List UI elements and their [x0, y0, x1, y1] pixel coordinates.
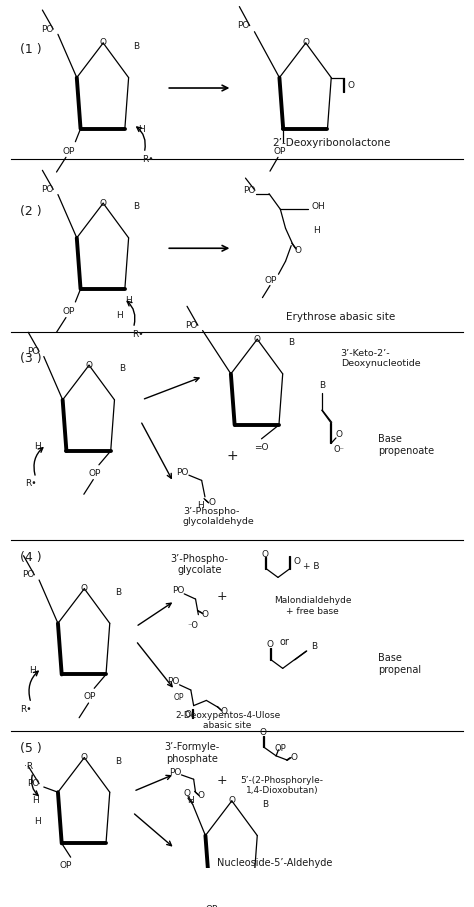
Text: 2’-Deoxyribonolactone: 2’-Deoxyribonolactone	[272, 139, 391, 149]
Text: R•: R•	[142, 154, 153, 163]
Text: PO: PO	[27, 779, 39, 788]
Text: 3’-Formyle-
phosphate: 3’-Formyle- phosphate	[164, 743, 220, 764]
Text: O: O	[100, 199, 107, 208]
Text: Base
propenoate: Base propenoate	[378, 434, 435, 455]
Text: O: O	[262, 550, 269, 559]
Text: PO: PO	[176, 468, 189, 477]
Text: H: H	[34, 442, 41, 451]
Text: O: O	[228, 796, 235, 805]
Text: (3 ): (3 )	[20, 352, 42, 365]
Text: OP: OP	[275, 745, 287, 754]
Text: H: H	[29, 666, 36, 675]
Text: PO: PO	[41, 185, 53, 194]
Text: PO: PO	[27, 346, 39, 356]
Text: Erythrose abasic site: Erythrose abasic site	[286, 312, 395, 322]
Text: 3’-Phospho-
glycolaldehyde: 3’-Phospho- glycolaldehyde	[183, 507, 255, 526]
Text: O: O	[81, 584, 88, 593]
Text: PO: PO	[244, 186, 256, 195]
Text: B: B	[134, 202, 140, 211]
Text: B: B	[262, 800, 268, 809]
Text: H: H	[313, 227, 319, 236]
Text: OP: OP	[88, 469, 100, 478]
Text: O: O	[293, 557, 301, 566]
Text: Base
propenal: Base propenal	[378, 653, 421, 675]
Text: B: B	[319, 382, 325, 391]
Text: B: B	[288, 338, 294, 347]
Text: H: H	[116, 311, 123, 320]
Text: OP: OP	[174, 693, 184, 702]
Text: ·R: ·R	[24, 762, 33, 771]
Text: R•: R•	[132, 330, 144, 339]
Text: O: O	[209, 498, 216, 506]
Text: O: O	[81, 753, 88, 762]
Text: B: B	[119, 364, 126, 373]
Text: OP: OP	[63, 147, 75, 156]
Text: PO: PO	[22, 571, 35, 580]
Text: OP: OP	[60, 862, 72, 871]
Text: O: O	[201, 610, 209, 619]
Text: 3’-Phospho-
glycolate: 3’-Phospho- glycolate	[170, 553, 228, 575]
Text: PO: PO	[41, 24, 53, 34]
Text: O: O	[254, 335, 261, 344]
Text: O: O	[290, 753, 297, 762]
Text: O: O	[197, 791, 204, 800]
Text: O: O	[347, 81, 355, 90]
Text: H: H	[138, 125, 145, 134]
Text: H: H	[125, 296, 132, 305]
Text: O⁻: O⁻	[333, 444, 344, 454]
Text: H: H	[32, 795, 39, 805]
Text: + B: + B	[303, 561, 319, 571]
Text: 3’-Keto-2’-
Deoxynucleotide: 3’-Keto-2’- Deoxynucleotide	[341, 348, 420, 368]
Text: PO: PO	[167, 677, 180, 686]
Text: B: B	[311, 642, 317, 651]
Text: R•: R•	[25, 480, 37, 488]
Text: +: +	[217, 775, 227, 787]
Text: O: O	[100, 38, 107, 47]
Text: O: O	[183, 789, 190, 798]
Text: or: or	[279, 638, 289, 648]
Text: OP: OP	[273, 147, 286, 156]
Text: 5’-(2-Phosphoryle-
1,4-Dioxobutan): 5’-(2-Phosphoryle- 1,4-Dioxobutan)	[240, 775, 323, 795]
Text: B: B	[134, 42, 140, 51]
Text: O: O	[184, 710, 191, 718]
Text: =O: =O	[254, 443, 269, 452]
Text: PO: PO	[169, 768, 182, 776]
Text: O: O	[85, 361, 92, 370]
Text: O: O	[259, 728, 266, 737]
Text: R•: R•	[20, 706, 32, 715]
Text: O: O	[220, 707, 228, 717]
Text: +: +	[227, 449, 238, 463]
Text: OH: OH	[311, 202, 325, 211]
Text: +: +	[217, 590, 227, 603]
Text: H: H	[34, 817, 41, 826]
Text: ⁻O: ⁻O	[187, 620, 198, 629]
Text: (2 ): (2 )	[20, 204, 42, 218]
Text: Malondialdehyde
+ free base: Malondialdehyde + free base	[273, 596, 351, 616]
Text: PO: PO	[237, 21, 250, 30]
Text: (4 ): (4 )	[20, 551, 42, 564]
Text: O: O	[335, 430, 342, 439]
Text: OP: OP	[83, 692, 96, 701]
Text: 2-Deoxypentos-4-Ulose
abasic site: 2-Deoxypentos-4-Ulose abasic site	[175, 710, 280, 730]
Text: OP: OP	[63, 307, 75, 316]
Text: PO: PO	[185, 321, 198, 330]
Text: (1 ): (1 )	[20, 43, 42, 55]
Text: H: H	[187, 795, 194, 805]
Text: Nucleoside-5’-Aldehyde: Nucleoside-5’-Aldehyde	[217, 858, 332, 868]
Text: PO: PO	[172, 586, 184, 595]
Text: OP: OP	[205, 904, 218, 907]
Text: (5 ): (5 )	[20, 742, 42, 755]
Text: O: O	[266, 640, 273, 649]
Text: H: H	[197, 501, 204, 510]
Text: B: B	[115, 756, 121, 766]
Text: O: O	[295, 247, 302, 256]
Text: OP: OP	[265, 276, 277, 285]
Text: O: O	[302, 38, 310, 47]
Text: B: B	[115, 588, 121, 597]
